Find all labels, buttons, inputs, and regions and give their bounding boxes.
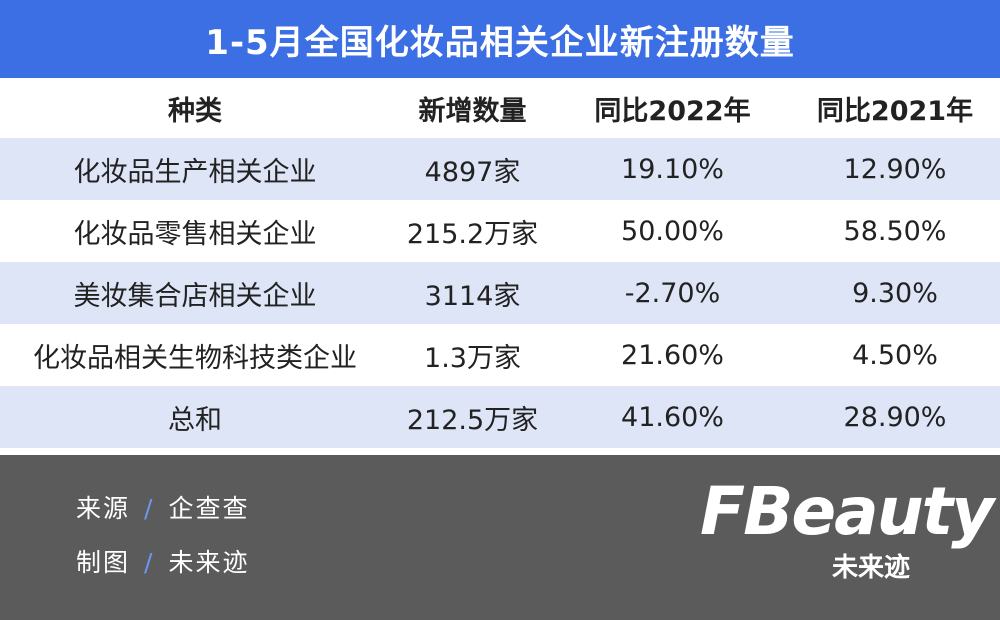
table-cell: 28.90% bbox=[790, 386, 1000, 448]
table-cell: 3114家 bbox=[390, 262, 555, 324]
table-cell: 4.50% bbox=[852, 339, 938, 371]
table-cell: 4897家 bbox=[390, 138, 555, 200]
footer-value: 企查查 bbox=[168, 494, 250, 523]
table: 种类 新增数量 同比2022年 同比2021年 化妆品生产相关企业 4897家 19.10… bbox=[0, 78, 1000, 448]
table-row: 化妆品生产相关企业 4897家 19.10% 12.90% bbox=[0, 138, 1000, 200]
table-row: 总和 212.5万家 41.60% 28.90% bbox=[0, 386, 1000, 448]
logo-sub: 未来迹 bbox=[831, 553, 910, 583]
table-body: 化妆品生产相关企业 4897家 19.10% 12.90% 化妆品零售相关企业 215.2… bbox=[0, 138, 1000, 448]
table-cell: 12.90% bbox=[790, 138, 1000, 200]
table-cell: 212.5万家 bbox=[390, 386, 555, 448]
table-cell: -2.70% bbox=[555, 262, 790, 324]
column-header: 同比2021年 bbox=[816, 95, 974, 127]
footer-label: 来源 bbox=[76, 494, 131, 523]
table-cell: 化妆品生产相关企业 bbox=[0, 138, 390, 200]
table-cell: 19.10% bbox=[555, 138, 790, 200]
header-row: 种类 新增数量 同比2022年 同比2021年 bbox=[0, 78, 1000, 138]
column-header: 新增数量 bbox=[418, 95, 527, 127]
logo-name: FBeauty bbox=[700, 473, 994, 550]
footer-line: 来源 / 企查查 bbox=[76, 489, 249, 525]
footer-separator: / bbox=[144, 494, 155, 523]
table-row: 化妆品零售相关企业 215.2万家 50.00% 58.50% bbox=[0, 200, 1000, 262]
column-header: 同比2022年 bbox=[594, 95, 751, 127]
table-cell: 21.60% bbox=[621, 339, 724, 371]
footer-separator: / bbox=[144, 548, 155, 577]
table-cell: 41.60% bbox=[555, 386, 790, 448]
table-row: 化妆品相关生物科技类企业 1.3万家 21.60% 4.50% bbox=[0, 324, 1000, 386]
table-cell: 215.2万家 bbox=[406, 218, 539, 250]
logo: FBeauty 未来迹 bbox=[700, 473, 994, 584]
title: 1-5月全国化妆品相关企业新注册数量 bbox=[0, 0, 1000, 78]
footer-value: 未来迹 bbox=[168, 548, 250, 577]
footer-label: 制图 bbox=[76, 548, 131, 577]
table-cell: 总和 bbox=[0, 386, 390, 448]
footer-line: 制图 / 未来迹 bbox=[76, 543, 249, 579]
column-header: 种类 bbox=[168, 95, 222, 127]
table-cell: 50.00% bbox=[621, 215, 724, 247]
table-cell: 化妆品零售相关企业 bbox=[73, 218, 317, 250]
table-cell: 9.30% bbox=[790, 262, 1000, 324]
table-cell: 58.50% bbox=[843, 215, 947, 247]
table-cell: 化妆品相关生物科技类企业 bbox=[33, 342, 357, 374]
footer: FBeauty 未来迹 来源 / 企查查制图 / 未来迹 bbox=[0, 455, 1000, 620]
table-cell: 1.3万家 bbox=[424, 342, 521, 374]
table-row: 美妆集合店相关企业 3114家 -2.70% 9.30% bbox=[0, 262, 1000, 324]
table-cell: 美妆集合店相关企业 bbox=[0, 262, 390, 324]
